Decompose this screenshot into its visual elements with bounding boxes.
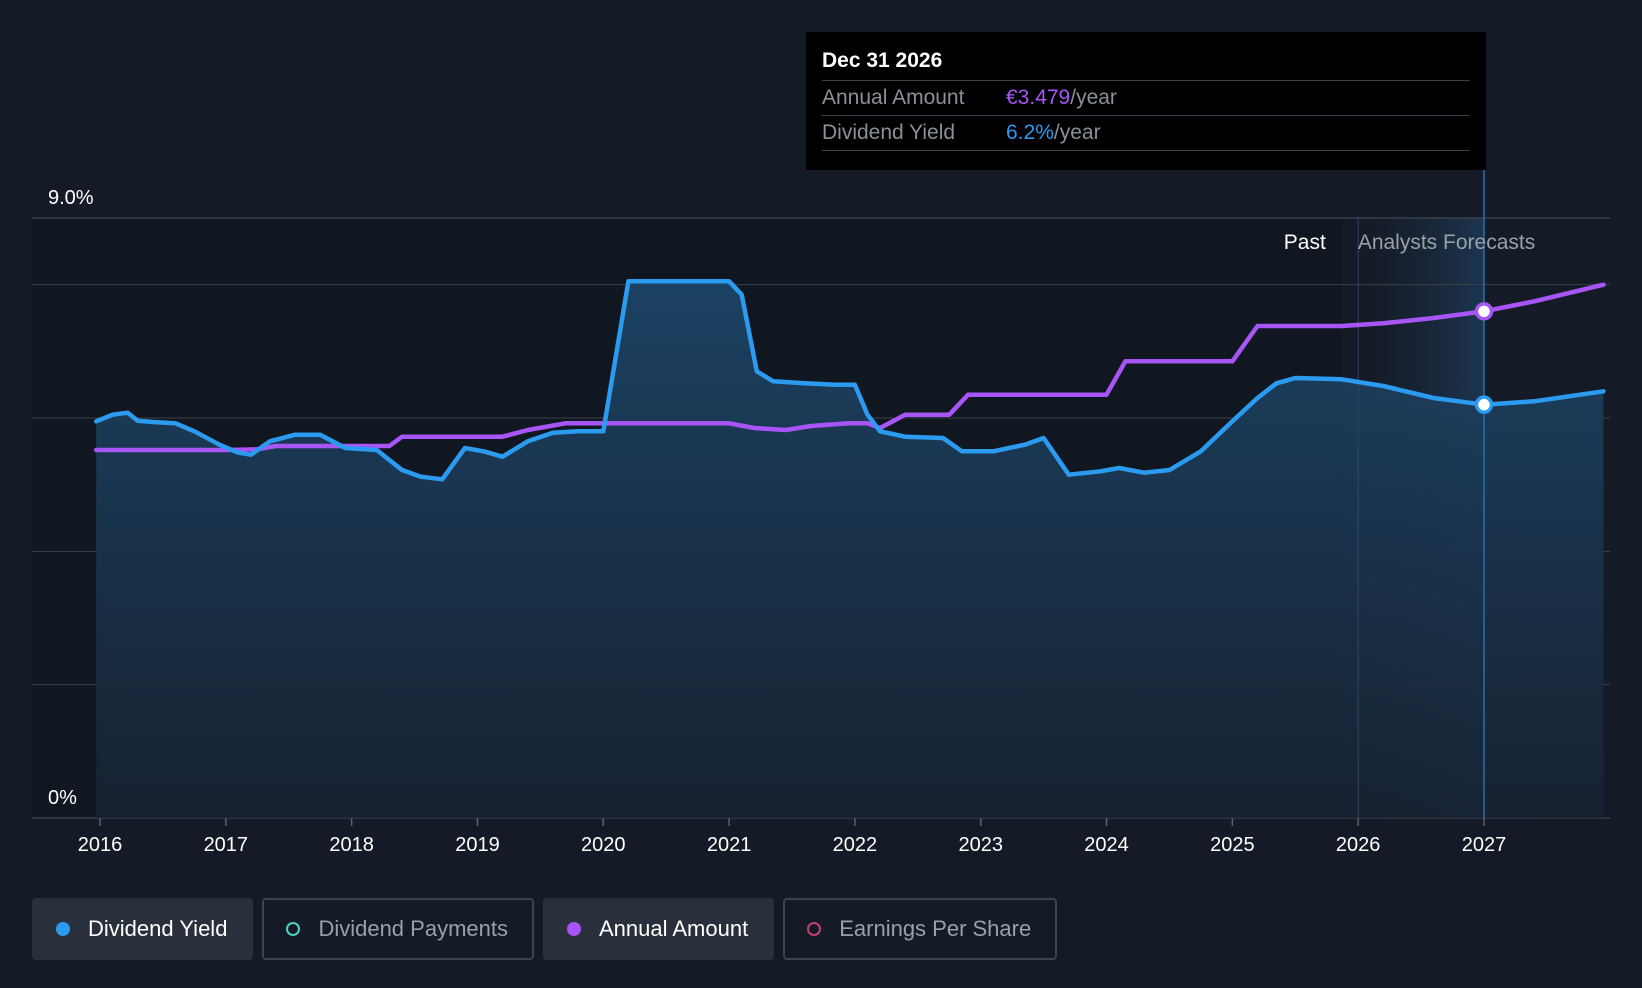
legend-dividend-payments[interactable]: Dividend Payments (262, 898, 534, 960)
legend-dot-icon (56, 922, 70, 936)
tooltip-label: Dividend Yield (822, 121, 956, 144)
annual-amount-marker (1474, 302, 1494, 321)
legend-dividend-yield[interactable]: Dividend Yield (32, 898, 254, 960)
x-tick-label: 2018 (329, 834, 374, 856)
past-label: Past (1284, 231, 1326, 254)
legend-label: Annual Amount (598, 916, 749, 941)
x-tick-label: 2016 (78, 834, 123, 856)
chart-legend: Dividend Yield Dividend Payments Annual … (32, 898, 1058, 960)
dividend-yield-area (96, 281, 1604, 818)
tooltip-label: Annual Amount (822, 86, 965, 109)
forecast-label: Analysts Forecasts (1358, 231, 1535, 254)
x-tick-label: 2025 (1210, 834, 1255, 856)
legend-dot-icon (566, 922, 581, 936)
legend-ring-icon (807, 922, 822, 936)
legend-ring-icon (286, 922, 301, 936)
y-tick-label: 0% (48, 787, 77, 809)
x-tick-label: 2021 (707, 834, 752, 856)
chart-tooltip: Dec 31 2026 Annual Amount €3.479 /year D… (806, 32, 1486, 170)
x-tick-label: 2019 (455, 834, 500, 856)
x-tick-label: 2027 (1462, 834, 1507, 856)
tooltip-unit: /year (1053, 121, 1101, 144)
tooltip-row-annual-amount: Annual Amount €3.479 /year (822, 81, 1470, 116)
x-tick-label: 2020 (581, 834, 626, 856)
dividend-yield-line (93, 279, 1606, 482)
y-tick-label: 9.0% (48, 187, 94, 209)
legend-annual-amount[interactable]: Annual Amount (542, 898, 775, 960)
x-tick-label: 2026 (1336, 834, 1381, 856)
tooltip-unit: /year (1070, 86, 1117, 109)
x-tick-label: 2023 (958, 834, 1003, 856)
dividend-chart: 9.0% 0% 2016 2017 2018 2019 2020 2021 2022 2023 20… (32, 170, 1610, 856)
legend-label: Dividend Payments (318, 916, 508, 941)
tooltip-value: 6.2% (1006, 121, 1054, 144)
tooltip-date: Dec 31 2026 (822, 46, 1470, 81)
annual-amount-line (93, 282, 1606, 453)
legend-earnings-per-share[interactable]: Earnings Per Share (783, 898, 1058, 960)
legend-label: Dividend Yield (88, 916, 228, 941)
dividend-yield-marker (1474, 395, 1494, 414)
legend-label: Earnings Per Share (839, 916, 1032, 941)
tooltip-value: €3.479 (1006, 86, 1071, 109)
x-tick-label: 2024 (1084, 834, 1129, 856)
x-tick-label: 2017 (204, 834, 249, 856)
tooltip-row-dividend-yield: Dividend Yield 6.2% /year (822, 116, 1470, 151)
x-tick-label: 2022 (833, 834, 878, 856)
